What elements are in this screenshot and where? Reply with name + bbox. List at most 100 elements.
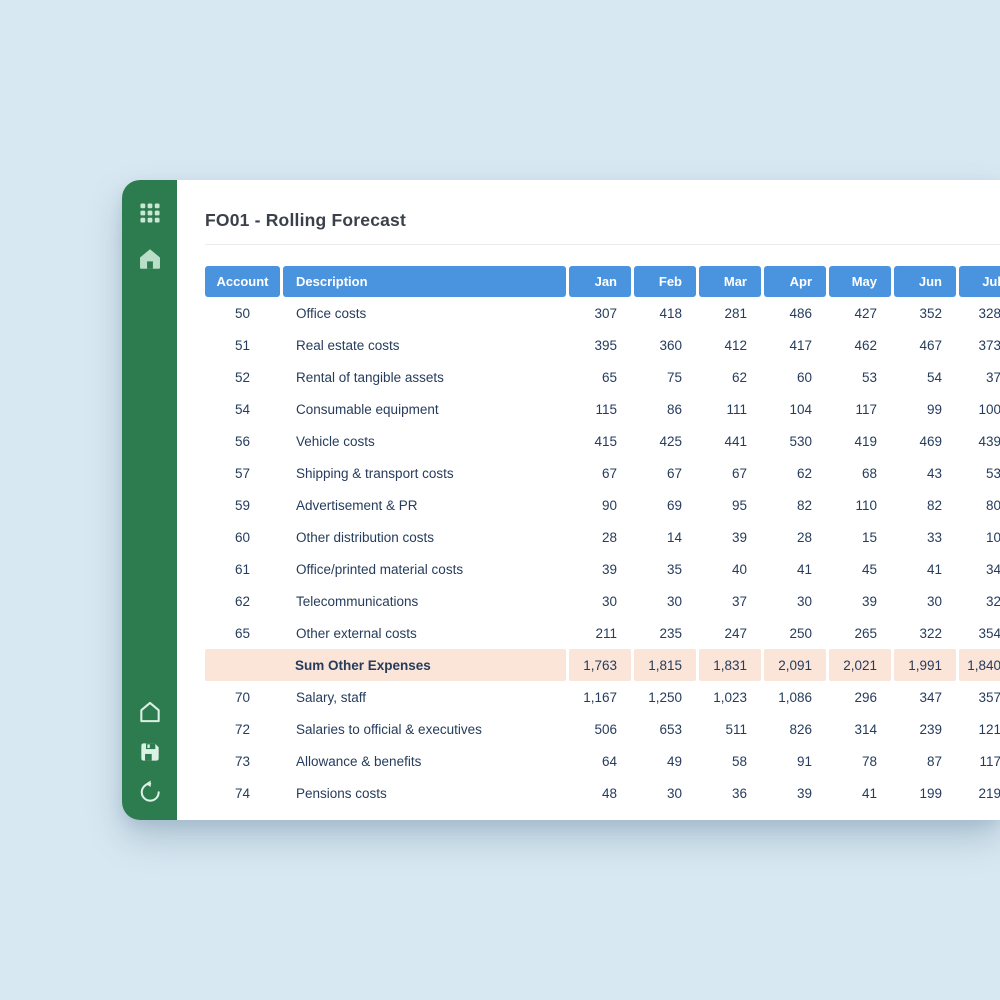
value-cell[interactable]: 54 — [926, 369, 942, 385]
value-cell[interactable]: 296 — [854, 689, 877, 705]
value-cell[interactable]: 415 — [594, 433, 617, 449]
value-cell[interactable]: 39 — [731, 529, 747, 545]
value-cell[interactable]: 486 — [789, 305, 812, 321]
value-cell[interactable]: 28 — [796, 529, 812, 545]
value-cell[interactable]: 39 — [861, 593, 877, 609]
value-cell[interactable]: 14 — [666, 529, 682, 545]
value-cell[interactable]: 45 — [861, 561, 877, 577]
refresh-button[interactable] — [137, 779, 163, 805]
value-cell[interactable]: 86 — [666, 401, 682, 417]
value-cell[interactable]: 67 — [731, 465, 747, 481]
home-button[interactable] — [137, 246, 163, 272]
value-cell[interactable]: 39 — [796, 785, 812, 801]
value-cell[interactable]: 1,086 — [778, 689, 812, 705]
value-cell[interactable]: 15 — [861, 529, 877, 545]
value-cell[interactable]: 1,167 — [583, 689, 617, 705]
value-cell[interactable]: 467 — [919, 337, 942, 353]
value-cell[interactable]: 62 — [731, 369, 747, 385]
value-cell[interactable]: 37 — [985, 369, 1000, 385]
value-cell[interactable]: 441 — [724, 433, 747, 449]
value-cell[interactable]: 82 — [796, 497, 812, 513]
value-cell[interactable]: 653 — [659, 721, 682, 737]
value-cell[interactable]: 68 — [861, 465, 877, 481]
value-cell[interactable]: 115 — [595, 401, 617, 417]
value-cell[interactable]: 211 — [595, 625, 617, 641]
value-cell[interactable]: 427 — [854, 305, 877, 321]
value-cell[interactable]: 30 — [796, 593, 812, 609]
value-cell[interactable]: 36 — [731, 785, 747, 801]
value-cell[interactable]: 40 — [731, 561, 747, 577]
value-cell[interactable]: 82 — [926, 497, 942, 513]
value-cell[interactable]: 75 — [666, 369, 682, 385]
value-cell[interactable]: 90 — [601, 497, 617, 513]
value-cell[interactable]: 62 — [796, 465, 812, 481]
value-cell[interactable]: 41 — [926, 561, 942, 577]
value-cell[interactable]: 439 — [978, 433, 1000, 449]
value-cell[interactable]: 314 — [854, 721, 877, 737]
value-cell[interactable]: 117 — [855, 401, 877, 417]
value-cell[interactable]: 80 — [985, 497, 1000, 513]
value-cell[interactable]: 1,250 — [648, 689, 682, 705]
value-cell[interactable]: 373 — [978, 337, 1000, 353]
value-cell[interactable]: 117 — [979, 753, 1000, 769]
value-cell[interactable]: 357 — [978, 689, 1000, 705]
value-cell[interactable]: 28 — [601, 529, 617, 545]
value-cell[interactable]: 322 — [919, 625, 942, 641]
value-cell[interactable]: 462 — [854, 337, 877, 353]
value-cell[interactable]: 347 — [919, 689, 942, 705]
value-cell[interactable]: 95 — [731, 497, 747, 513]
value-cell[interactable]: 41 — [796, 561, 812, 577]
value-cell[interactable]: 39 — [601, 561, 617, 577]
value-cell[interactable]: 30 — [601, 593, 617, 609]
value-cell[interactable]: 418 — [659, 305, 682, 321]
value-cell[interactable]: 247 — [724, 625, 747, 641]
value-cell[interactable]: 67 — [601, 465, 617, 481]
value-cell[interactable]: 91 — [796, 753, 812, 769]
value-cell[interactable]: 1,023 — [713, 689, 747, 705]
value-cell[interactable]: 199 — [919, 785, 942, 801]
value-cell[interactable]: 826 — [789, 721, 812, 737]
value-cell[interactable]: 53 — [985, 465, 1000, 481]
apps-button[interactable] — [137, 200, 163, 226]
value-cell[interactable]: 265 — [854, 625, 877, 641]
value-cell[interactable]: 235 — [659, 625, 682, 641]
value-cell[interactable]: 41 — [861, 785, 877, 801]
value-cell[interactable]: 328 — [978, 305, 1000, 321]
value-cell[interactable]: 64 — [601, 753, 617, 769]
value-cell[interactable]: 43 — [926, 465, 942, 481]
value-cell[interactable]: 67 — [666, 465, 682, 481]
value-cell[interactable]: 395 — [594, 337, 617, 353]
value-cell[interactable]: 30 — [666, 593, 682, 609]
value-cell[interactable]: 78 — [861, 753, 877, 769]
value-cell[interactable]: 419 — [854, 433, 877, 449]
value-cell[interactable]: 104 — [789, 401, 812, 417]
value-cell[interactable]: 49 — [666, 753, 682, 769]
value-cell[interactable]: 60 — [796, 369, 812, 385]
value-cell[interactable]: 48 — [601, 785, 617, 801]
value-cell[interactable]: 417 — [789, 337, 812, 353]
value-cell[interactable]: 53 — [861, 369, 877, 385]
save-button[interactable] — [137, 739, 163, 765]
value-cell[interactable]: 506 — [594, 721, 617, 737]
value-cell[interactable]: 99 — [926, 401, 942, 417]
value-cell[interactable]: 412 — [724, 337, 747, 353]
value-cell[interactable]: 239 — [919, 721, 942, 737]
value-cell[interactable]: 360 — [659, 337, 682, 353]
value-cell[interactable]: 111 — [726, 401, 747, 417]
value-cell[interactable]: 30 — [666, 785, 682, 801]
value-cell[interactable]: 250 — [789, 625, 812, 641]
value-cell[interactable]: 32 — [985, 593, 1000, 609]
value-cell[interactable]: 530 — [789, 433, 812, 449]
value-cell[interactable]: 65 — [601, 369, 617, 385]
value-cell[interactable]: 354 — [978, 625, 1000, 641]
value-cell[interactable]: 110 — [855, 497, 877, 513]
home-outline-button[interactable] — [137, 699, 163, 725]
value-cell[interactable]: 511 — [725, 721, 747, 737]
value-cell[interactable]: 33 — [926, 529, 942, 545]
value-cell[interactable]: 35 — [666, 561, 682, 577]
value-cell[interactable]: 100 — [978, 401, 1000, 417]
value-cell[interactable]: 87 — [926, 753, 942, 769]
value-cell[interactable]: 219 — [978, 785, 1000, 801]
value-cell[interactable]: 37 — [731, 593, 747, 609]
value-cell[interactable]: 425 — [659, 433, 682, 449]
